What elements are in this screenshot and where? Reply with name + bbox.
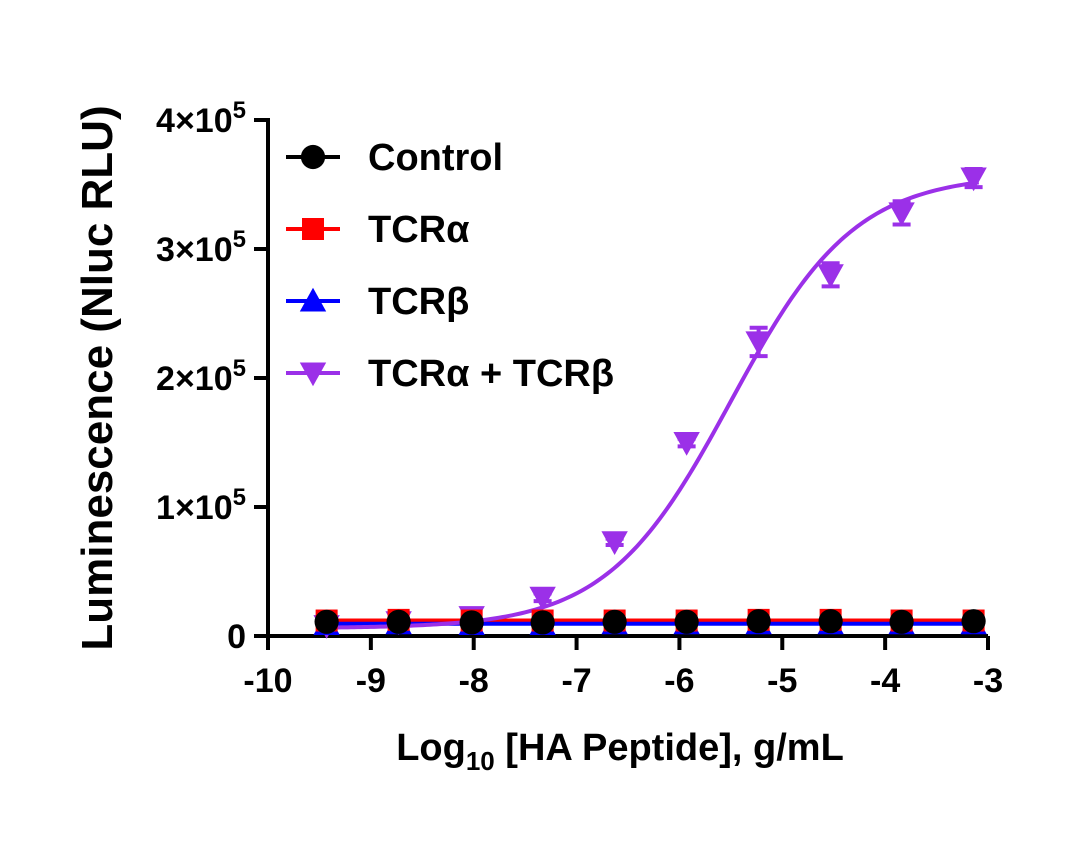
- y-tick-label: 1×105: [156, 484, 246, 527]
- data-point-control: [314, 609, 339, 634]
- x-tick-label: -7: [561, 662, 591, 700]
- x-tick-label: -8: [459, 662, 489, 700]
- legend-item: TCRα: [286, 209, 469, 251]
- data-point-control: [818, 609, 843, 634]
- legend-label: TCRα: [368, 209, 469, 251]
- data-point-control: [602, 609, 627, 634]
- data-point-control: [961, 609, 986, 634]
- x-axis-label: Log10 [HA Peptide], g/mL: [396, 727, 844, 776]
- y-tick-label-exponent: 5: [233, 97, 246, 124]
- data-points: [313, 167, 987, 639]
- y-axis-label: Luminescence (Nluc RLU): [73, 105, 122, 650]
- y-tick-label-mantissa: 4×10: [156, 102, 233, 140]
- data-point-control: [674, 609, 699, 634]
- y-tick-label-exponent: 5: [233, 355, 246, 382]
- x-axis-label-subscript: 10: [466, 746, 495, 776]
- legend-marker: [299, 287, 327, 312]
- x-tick-label: -4: [870, 662, 900, 700]
- x-axis-label-prefix: Log: [396, 727, 466, 769]
- data-point-tcr-tcr-: [673, 431, 700, 456]
- legend-label: Control: [368, 137, 503, 179]
- x-tick-label: -3: [973, 662, 1003, 700]
- data-point-control: [889, 609, 914, 634]
- data-point-tcr-tcr-: [601, 531, 628, 556]
- y-tick-label-exponent: 5: [233, 484, 246, 511]
- legend-label: TCRα + TCRβ: [368, 353, 614, 395]
- x-tick-label: -10: [243, 662, 292, 700]
- x-axis-label-suffix: [HA Peptide], g/mL: [495, 727, 844, 769]
- data-point-control: [530, 610, 555, 635]
- legend-label: TCRβ: [368, 281, 469, 323]
- x-tick-label: -6: [664, 662, 694, 700]
- legend-item: Control: [286, 137, 503, 179]
- x-tick-label: -5: [767, 662, 797, 700]
- legend: Control TCRα TCRβ TCRα + TCRβ: [286, 137, 614, 395]
- fit-curve-tcr-tcr-: [321, 180, 980, 630]
- legend-item: TCRα + TCRβ: [286, 353, 614, 395]
- y-tick-label-exponent: 5: [233, 226, 246, 253]
- data-point-tcr-tcr-: [817, 264, 844, 288]
- data-point-tcr-tcr-: [888, 202, 915, 227]
- legend-marker: [300, 144, 326, 170]
- y-tick-label: 0: [227, 618, 246, 656]
- data-point-control: [459, 610, 484, 635]
- y-tick-label-mantissa: 3×10: [156, 231, 233, 269]
- legend-item: TCRβ: [286, 281, 469, 323]
- y-tick-label: 4×105: [156, 97, 246, 140]
- data-point-control: [386, 609, 411, 634]
- y-tick-label-mantissa: 0: [227, 618, 246, 656]
- data-point-control: [746, 609, 771, 634]
- legend-marker: [299, 362, 327, 387]
- data-point-tcr-tcr-: [745, 331, 772, 356]
- y-tick-label: 2×105: [156, 355, 246, 398]
- y-tick-label-mantissa: 1×10: [156, 489, 233, 527]
- data-point-tcr-tcr-: [529, 586, 556, 611]
- fit-curves: [321, 180, 980, 630]
- y-tick-label-mantissa: 2×10: [156, 360, 233, 398]
- legend-marker: [302, 218, 324, 240]
- y-tick-label: 3×105: [156, 226, 246, 269]
- data-point-tcr-tcr-: [960, 167, 987, 192]
- x-tick-label: -9: [356, 662, 386, 700]
